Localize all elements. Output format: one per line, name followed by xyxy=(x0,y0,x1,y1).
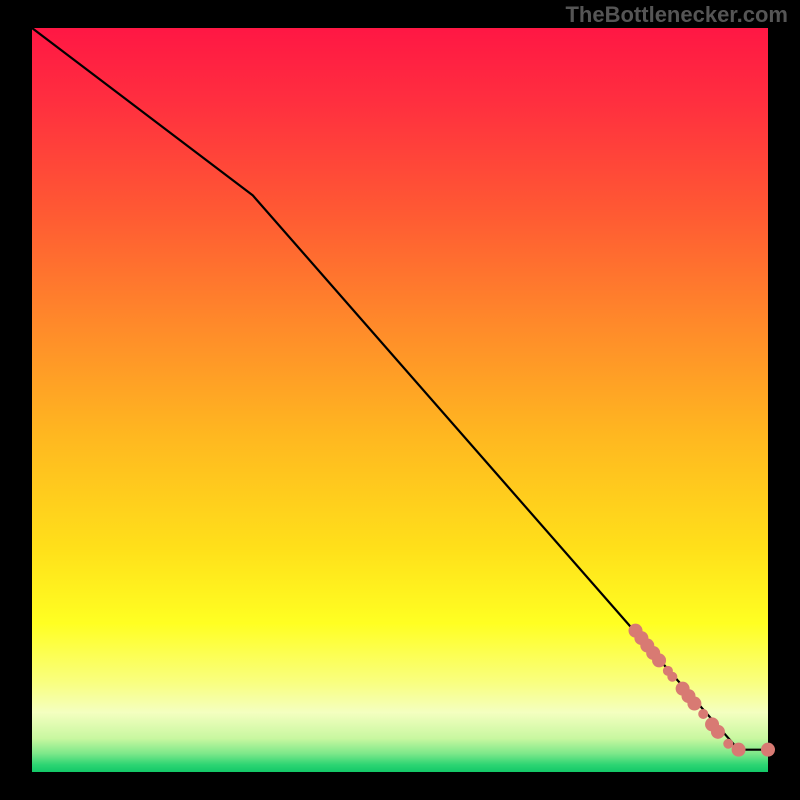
curve-marker xyxy=(732,743,746,757)
bottleneck-chart xyxy=(0,0,800,800)
curve-marker xyxy=(652,653,666,667)
curve-marker xyxy=(667,672,677,682)
curve-marker xyxy=(761,743,775,757)
chart-stage: TheBottlenecker.com xyxy=(0,0,800,800)
curve-marker xyxy=(711,725,725,739)
curve-marker xyxy=(698,709,708,719)
curve-marker xyxy=(723,739,733,749)
curve-marker xyxy=(687,697,701,711)
